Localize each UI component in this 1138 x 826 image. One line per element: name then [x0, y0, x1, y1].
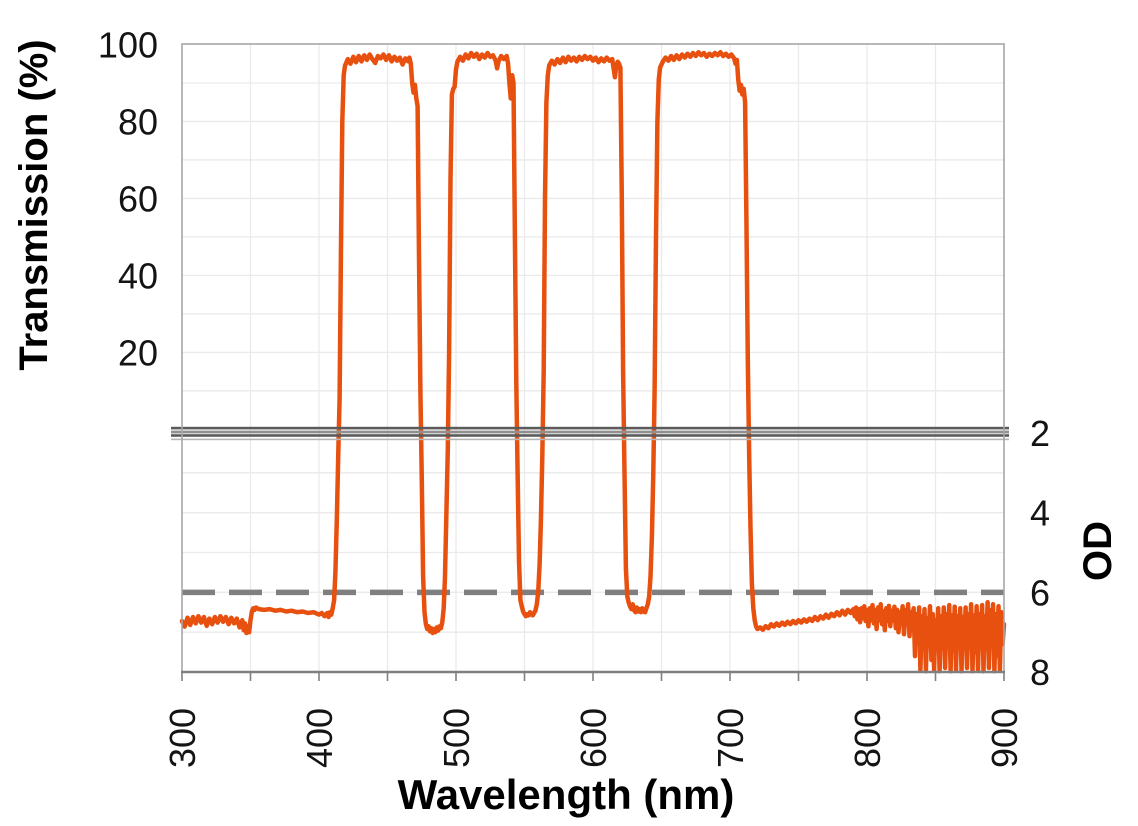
x-tick-label: 400	[299, 708, 340, 768]
y-right-tick-label: 2	[1030, 413, 1050, 454]
y-left-tick-label: 60	[118, 178, 158, 219]
x-tick-label: 900	[984, 708, 1025, 768]
y-left-tick-label: 40	[118, 255, 158, 296]
x-tick-label: 500	[436, 708, 477, 768]
x-axis-title: Wavelength (nm)	[397, 771, 735, 818]
y-left-tick-label: 20	[118, 332, 158, 373]
y-right-tick-label: 6	[1030, 572, 1050, 613]
axis-break-separator	[171, 430, 1009, 434]
axis-break-separator	[171, 434, 1009, 437]
x-tick-label: 800	[847, 708, 888, 768]
x-tick-label: 300	[162, 708, 203, 768]
y-left-tick-label: 100	[98, 25, 158, 66]
axis-break-separator	[171, 426, 1009, 430]
x-tick-label: 600	[573, 708, 614, 768]
transmission-curve	[179, 49, 1007, 674]
y-right-tick-label: 4	[1030, 493, 1050, 534]
x-tick-label: 700	[710, 708, 751, 768]
y-right-tick-label: 8	[1030, 652, 1050, 693]
axis-break-separator	[171, 438, 1009, 441]
y-left-tick-label: 80	[118, 101, 158, 142]
